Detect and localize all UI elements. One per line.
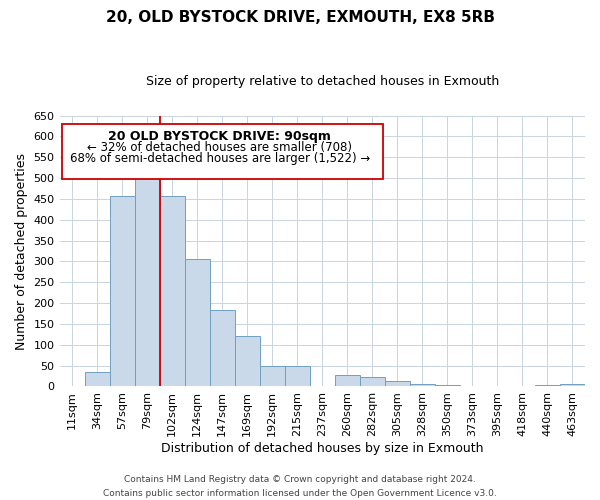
- Bar: [335, 375, 360, 386]
- Y-axis label: Number of detached properties: Number of detached properties: [15, 152, 28, 350]
- Bar: [535, 385, 560, 386]
- X-axis label: Distribution of detached houses by size in Exmouth: Distribution of detached houses by size …: [161, 442, 484, 455]
- Bar: [285, 366, 310, 386]
- Text: 68% of semi-detached houses are larger (1,522) →: 68% of semi-detached houses are larger (…: [70, 152, 370, 165]
- Bar: [185, 260, 209, 386]
- Text: 20 OLD BYSTOCK DRIVE: 90sqm: 20 OLD BYSTOCK DRIVE: 90sqm: [109, 130, 331, 143]
- FancyBboxPatch shape: [62, 124, 383, 179]
- Bar: [385, 381, 410, 386]
- Bar: [410, 384, 435, 386]
- Bar: [260, 366, 285, 386]
- Bar: [360, 378, 385, 386]
- Text: ← 32% of detached houses are smaller (708): ← 32% of detached houses are smaller (70…: [88, 142, 352, 154]
- Bar: [160, 196, 185, 386]
- Bar: [560, 384, 585, 386]
- Bar: [235, 336, 260, 386]
- Text: 20, OLD BYSTOCK DRIVE, EXMOUTH, EX8 5RB: 20, OLD BYSTOCK DRIVE, EXMOUTH, EX8 5RB: [106, 10, 494, 25]
- Text: Contains HM Land Registry data © Crown copyright and database right 2024.
Contai: Contains HM Land Registry data © Crown c…: [103, 476, 497, 498]
- Bar: [134, 172, 160, 386]
- Bar: [209, 310, 235, 386]
- Bar: [110, 196, 134, 386]
- Bar: [435, 385, 460, 386]
- Title: Size of property relative to detached houses in Exmouth: Size of property relative to detached ho…: [146, 75, 499, 88]
- Bar: [85, 372, 110, 386]
